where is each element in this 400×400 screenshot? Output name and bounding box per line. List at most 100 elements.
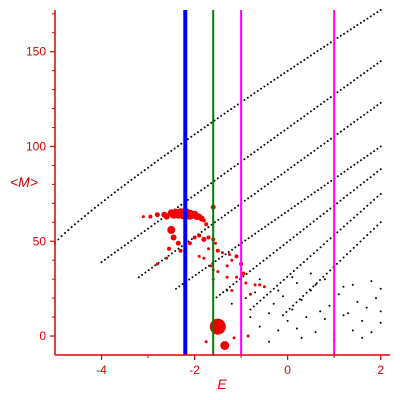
data-point (300, 299, 303, 301)
data-point (269, 290, 272, 293)
data-point (359, 21, 362, 24)
data-point (310, 193, 313, 196)
data-point (379, 145, 382, 148)
data-point (148, 214, 153, 219)
data-point (306, 56, 309, 59)
data-point (317, 189, 319, 192)
data-point (167, 225, 176, 234)
data-point (296, 267, 299, 269)
data-point (167, 152, 169, 155)
data-point (141, 273, 144, 276)
data-point (349, 123, 352, 126)
data-point (230, 258, 234, 262)
data-point (60, 235, 63, 238)
data-point (191, 276, 194, 279)
data-point (323, 278, 326, 281)
data-point (293, 205, 296, 208)
data-point (323, 45, 326, 48)
data-point (248, 292, 252, 296)
data-point (277, 289, 280, 292)
x-tick-label: 0 (284, 363, 291, 377)
data-point (280, 74, 282, 77)
data-point (366, 17, 369, 20)
y-tick-label: 50 (33, 234, 47, 248)
data-point (322, 243, 325, 246)
data-point (277, 175, 279, 178)
data-point (210, 182, 213, 185)
data-point (336, 175, 339, 178)
data-point (373, 65, 375, 67)
data-point (226, 289, 229, 292)
data-point (243, 199, 246, 202)
data-point (202, 256, 206, 260)
data-point (313, 149, 316, 152)
data-point (178, 285, 181, 288)
data-point (243, 158, 246, 161)
data-point (276, 284, 279, 287)
data-point (289, 238, 292, 241)
data-point (223, 214, 226, 217)
data-point (342, 256, 345, 259)
data-point (270, 139, 272, 142)
data-point (376, 62, 379, 65)
data-point (280, 173, 283, 176)
data-point (379, 9, 382, 11)
data-point (319, 310, 322, 313)
data-point (351, 283, 354, 286)
data-point (336, 202, 339, 205)
data-point (379, 101, 382, 104)
data-point (277, 329, 280, 332)
data-point (150, 164, 153, 167)
data-point (323, 142, 326, 145)
data-point (177, 206, 179, 209)
data-point (356, 76, 359, 79)
data-point (137, 174, 140, 176)
data-point (216, 117, 219, 120)
data-point (250, 195, 253, 198)
data-point (293, 122, 296, 125)
data-point (353, 26, 356, 29)
data-point (299, 117, 302, 120)
data-point (373, 198, 375, 201)
data-point (363, 19, 366, 22)
data-point (292, 270, 295, 272)
data-point (57, 238, 60, 241)
data-point (220, 175, 223, 177)
data-point (366, 69, 369, 72)
data-point (290, 67, 292, 70)
data-point (300, 200, 303, 203)
data-point (326, 140, 329, 143)
data-point (160, 218, 163, 221)
data-point (137, 276, 140, 279)
data-point (290, 124, 292, 127)
data-point (314, 283, 317, 286)
data-point (90, 209, 93, 212)
data-point (204, 228, 206, 231)
data-point (196, 131, 199, 134)
data-point (170, 252, 173, 255)
data-point (363, 156, 366, 159)
y-tick-label: 100 (26, 139, 46, 153)
data-point (260, 187, 263, 190)
data-point (270, 221, 273, 224)
data-point (223, 172, 226, 175)
data-point (244, 281, 248, 285)
data-point (120, 186, 123, 189)
data-point (346, 125, 349, 128)
data-point (243, 99, 246, 101)
data-point (291, 276, 294, 279)
data-point (77, 220, 80, 223)
data-point (123, 244, 126, 247)
data-point (268, 312, 270, 315)
data-point (207, 247, 210, 251)
data-point (254, 291, 257, 294)
data-point (217, 218, 220, 221)
data-point (133, 176, 136, 179)
data-point (309, 272, 312, 275)
data-point (353, 216, 355, 219)
data-point (370, 280, 373, 283)
data-point (295, 233, 298, 236)
data-point (286, 69, 289, 72)
data-point (320, 144, 322, 147)
data-point (295, 327, 298, 330)
